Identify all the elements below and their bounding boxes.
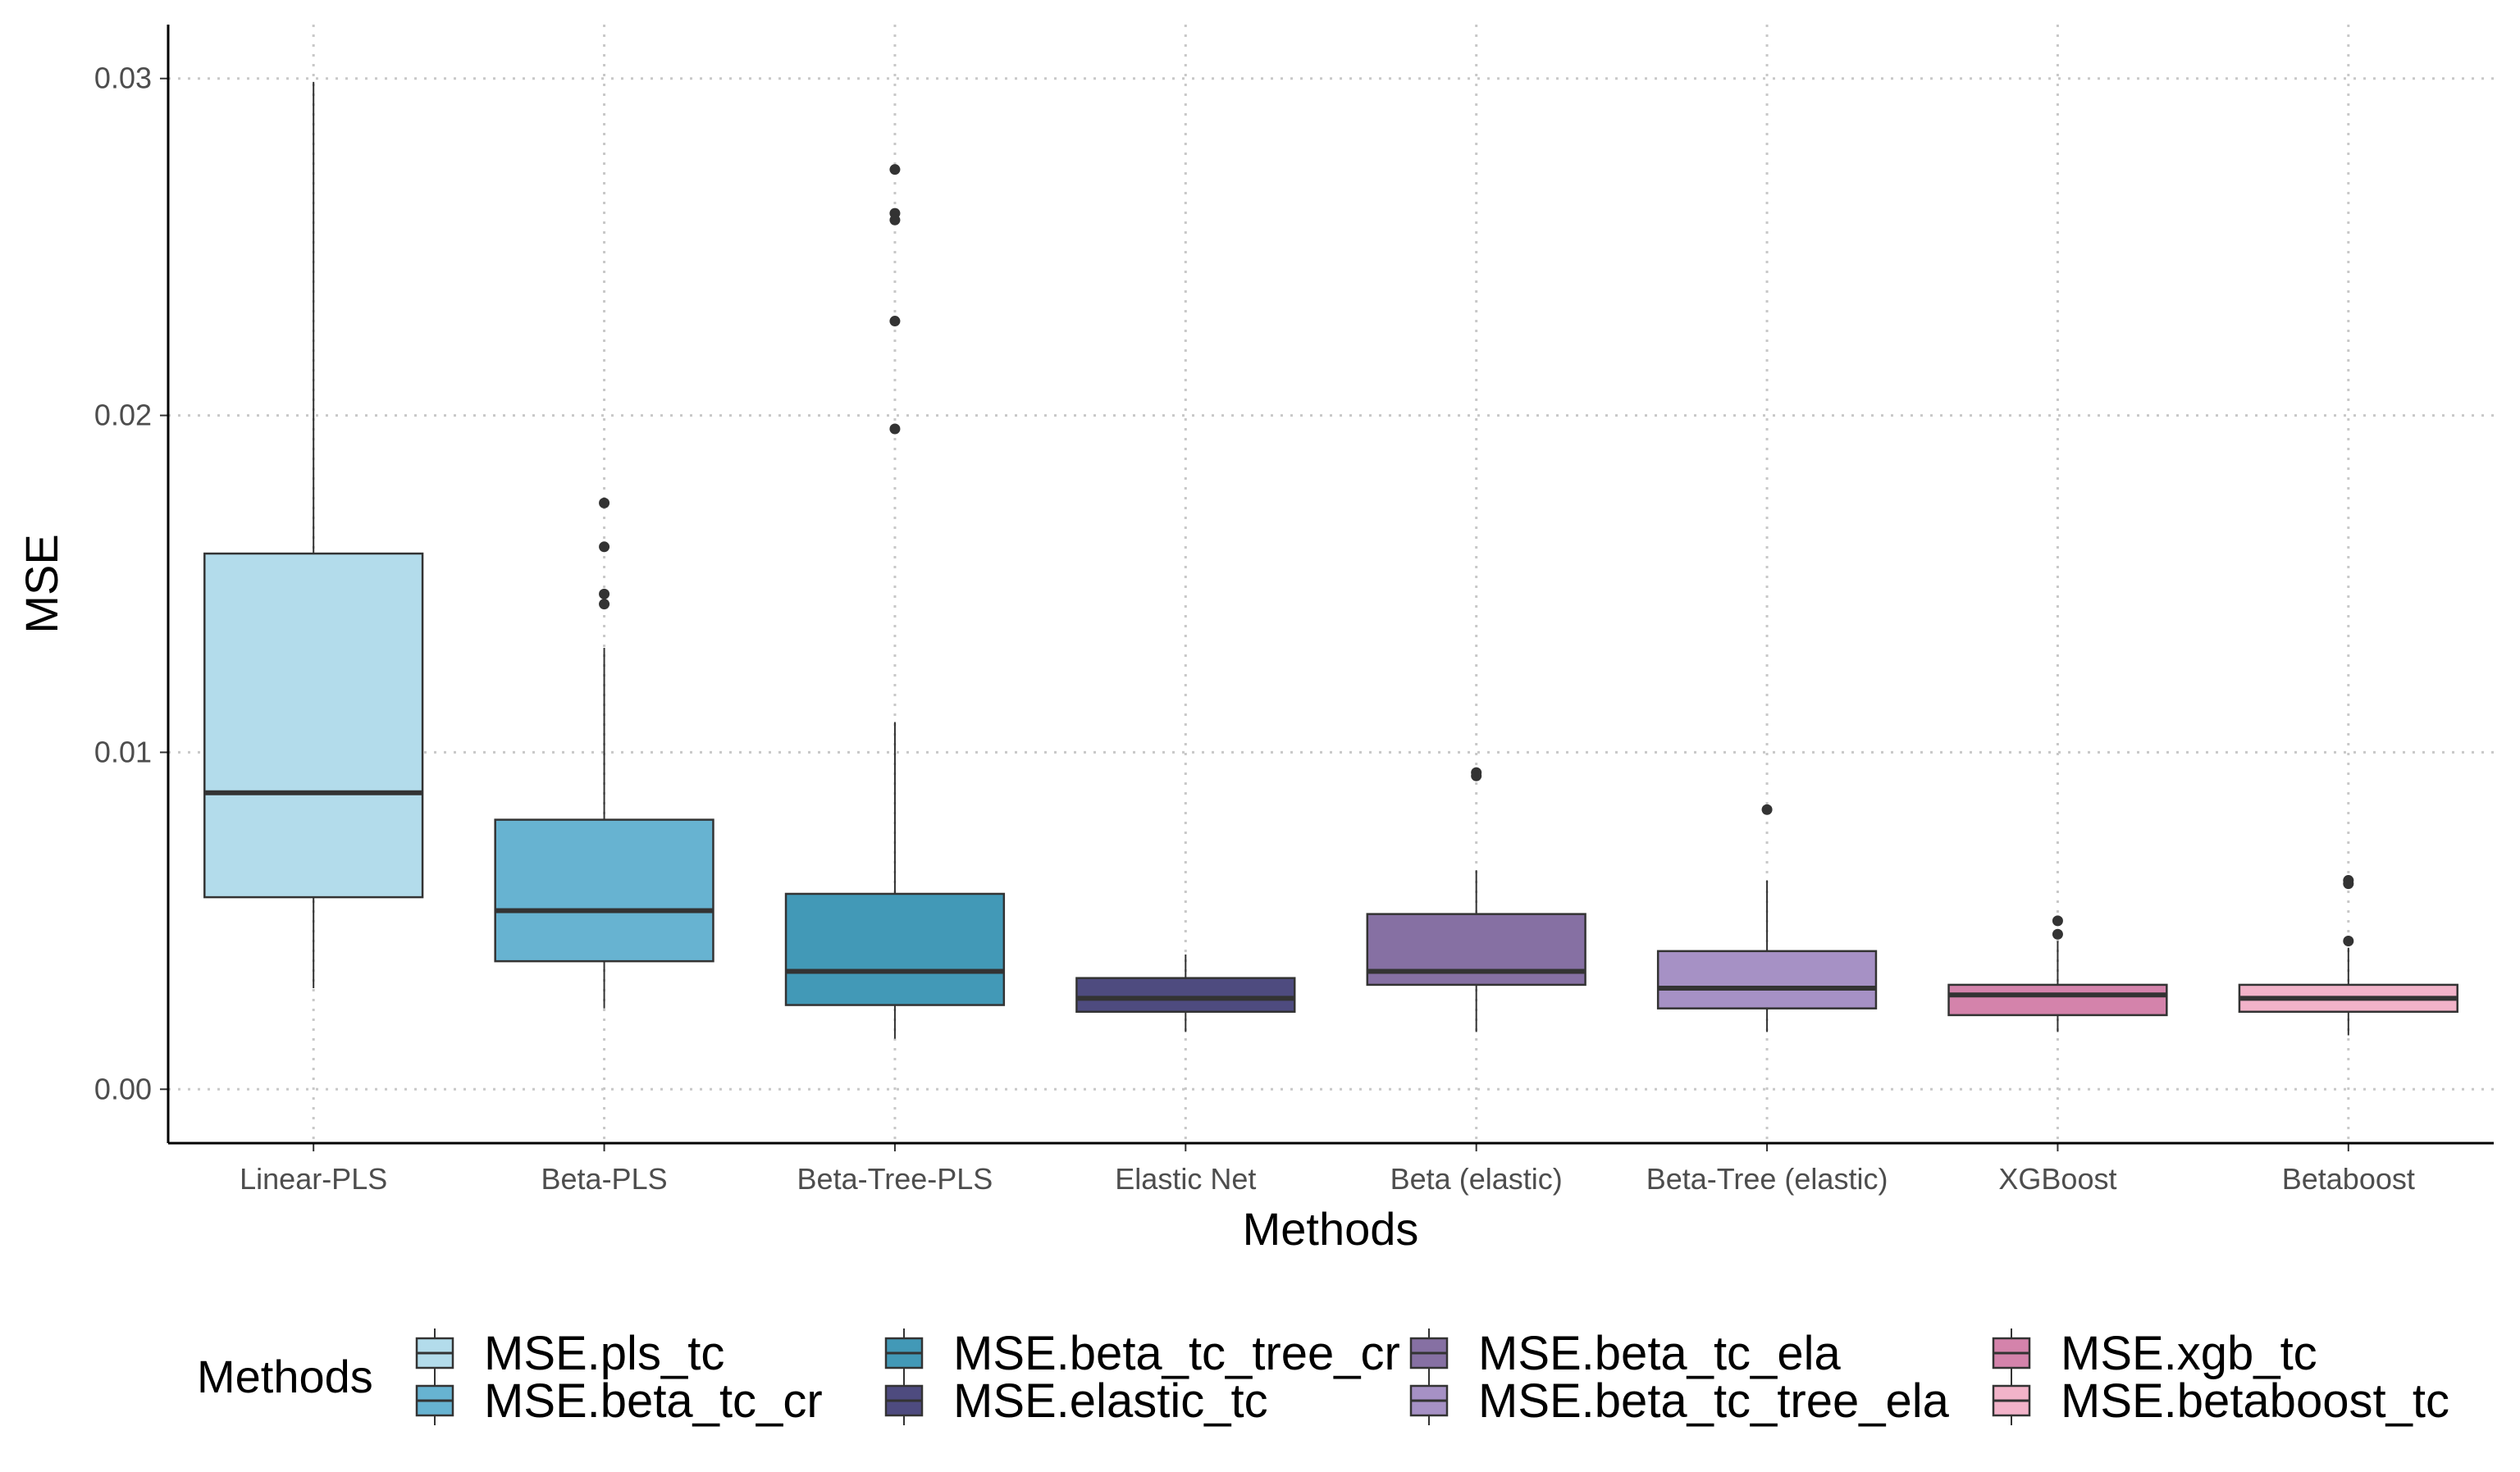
box-group [1947, 915, 2168, 1032]
x-tick-label: Betaboost [2282, 1162, 2415, 1196]
box-iqr [1366, 913, 1586, 987]
legend-item: MSE.pls_tc [415, 1327, 724, 1380]
outlier-point [2052, 928, 2063, 940]
x-tick-label: Beta-Tree (elastic) [1646, 1162, 1888, 1196]
box-iqr [1075, 977, 1296, 1014]
outlier-point [889, 164, 901, 175]
outlier-point [2343, 935, 2354, 946]
legend-item: MSE.beta_tc_cr [415, 1374, 823, 1428]
x-tick-label: Beta-Tree-PLS [797, 1162, 993, 1196]
outlier-point [889, 423, 901, 435]
box-group [203, 81, 424, 989]
x-tick-label: Elastic Net [1115, 1162, 1256, 1196]
outlier-point [889, 316, 901, 327]
outlier-point [2052, 915, 2063, 927]
outlier-point [599, 541, 610, 553]
x-tick-label: Beta (elastic) [1390, 1162, 1563, 1196]
y-tick-label: 0.02 [94, 399, 152, 432]
boxes [203, 81, 2458, 1039]
x-tick-label: XGBoost [1998, 1162, 2116, 1196]
outlier-point [599, 599, 610, 610]
legend-label: MSE.elastic_tc [953, 1374, 1268, 1428]
x-axis-title: Methods [1243, 1203, 1419, 1255]
box-group [1656, 804, 1878, 1032]
axes [167, 25, 2494, 1145]
legend-item: MSE.beta_tc_ela [1409, 1327, 1841, 1380]
legend-item: MSE.beta_tc_tree_cr [884, 1327, 1400, 1380]
legend-label: MSE.xgb_tc [2061, 1327, 2317, 1380]
legend-label: MSE.betaboost_tc [2061, 1374, 2449, 1428]
legend-title: Methods [197, 1351, 373, 1402]
legend-label: MSE.beta_tc_ela [1478, 1327, 1841, 1380]
legend-label: MSE.beta_tc_cr [484, 1374, 823, 1428]
box-group [784, 164, 1006, 1039]
legend-label: MSE.beta_tc_tree_ela [1478, 1374, 1950, 1428]
box-iqr [1656, 950, 1878, 1009]
box-group [1366, 767, 1586, 1032]
box-group [2238, 875, 2458, 1036]
box-iqr [784, 892, 1006, 1006]
outlier-point [599, 497, 610, 508]
legend-label: MSE.beta_tc_tree_cr [953, 1327, 1400, 1380]
outlier-point [1761, 804, 1773, 815]
y-axis-title: MSE [16, 534, 67, 633]
box-iqr [203, 552, 424, 899]
outlier-point [889, 214, 901, 226]
box-iqr [494, 818, 714, 963]
x-axis-ticks: Linear-PLS Beta-PLS Beta-Tree-PLS Elastic N… [240, 1143, 2415, 1196]
outlier-point [1471, 770, 1482, 782]
outlier-point [599, 588, 610, 599]
grid-lines [168, 25, 2494, 1143]
x-tick-label: Beta-PLS [541, 1162, 668, 1196]
y-tick-label: 0.00 [94, 1072, 152, 1105]
box-group [494, 497, 714, 1009]
legend-item: MSE.elastic_tc [884, 1374, 1268, 1428]
y-tick-label: 0.03 [94, 62, 152, 95]
outlier-point [2343, 878, 2354, 890]
legend-item: MSE.beta_tc_tree_ela [1409, 1374, 1950, 1428]
box-group [1075, 954, 1296, 1032]
y-axis-ticks: 0.00 0.01 0.02 0.03 [94, 62, 168, 1105]
legend-item: MSE.xgb_tc [1992, 1327, 2317, 1380]
legend-label: MSE.pls_tc [484, 1327, 724, 1380]
box-iqr [1947, 983, 2168, 1017]
legend-item: MSE.betaboost_tc [1992, 1374, 2449, 1428]
x-tick-label: Linear-PLS [240, 1162, 387, 1196]
y-tick-label: 0.01 [94, 735, 152, 768]
